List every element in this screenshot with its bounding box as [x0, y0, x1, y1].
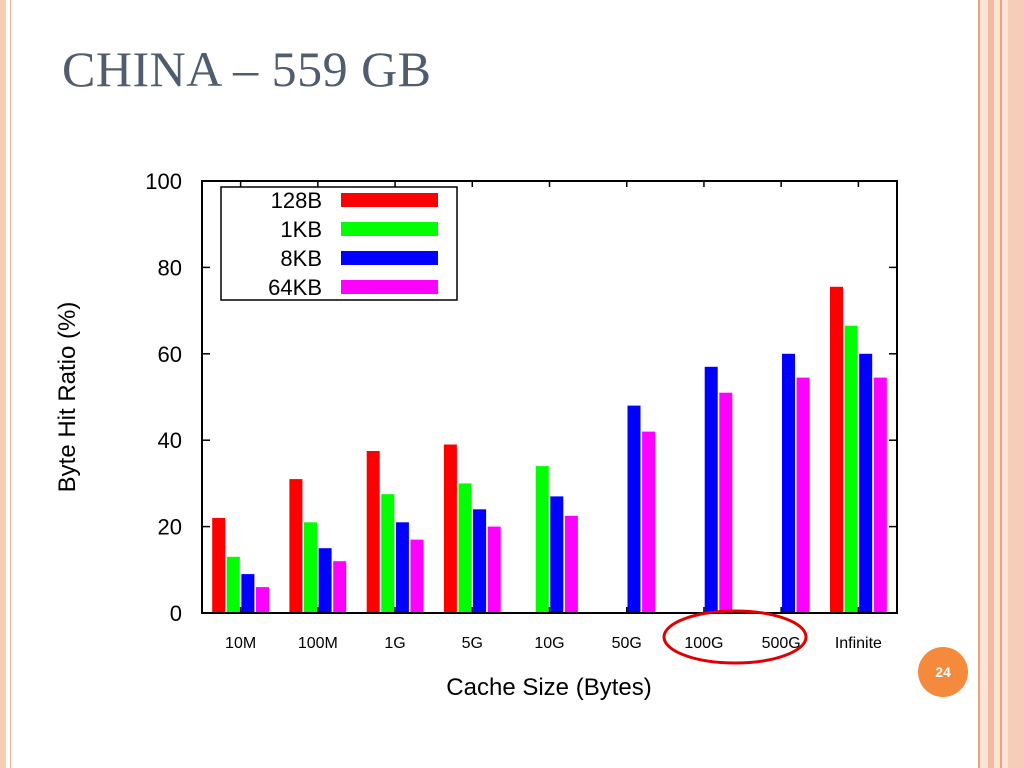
x-tick-label: 10G	[534, 635, 564, 652]
bar-64KB-5G	[487, 526, 501, 613]
bar-64KB-10G	[564, 515, 578, 613]
bar-8KB-50G	[627, 405, 641, 613]
bar-128B-10M	[212, 518, 226, 613]
bar-1KB-1G	[381, 494, 395, 613]
bar-8KB-1G	[395, 522, 409, 613]
legend-swatch-64KB	[341, 280, 438, 294]
x-tick-label: 10M	[225, 635, 256, 652]
legend-label-1KB: 1KB	[280, 217, 322, 242]
bar-8KB-500G	[782, 353, 795, 613]
bar-8KB-Infinite	[859, 353, 873, 613]
bar-64KB-Infinite	[873, 377, 887, 613]
bar-64KB-500G	[796, 377, 810, 613]
y-tick-label: 80	[158, 255, 182, 280]
legend-swatch-8KB	[341, 251, 438, 265]
x-tick-label: Infinite	[835, 635, 882, 652]
x-tick-label: 1G	[384, 635, 405, 652]
bar-1KB-10M	[226, 556, 240, 613]
x-axis-label: Cache Size (Bytes)	[446, 674, 651, 701]
legend: 128B 1KB 8KB 64KB	[220, 186, 458, 301]
legend-label-64KB: 64KB	[268, 275, 322, 300]
y-tick-labels: 0 20 40 60 80 100	[145, 169, 182, 626]
bar-8KB-100M	[318, 548, 332, 613]
legend-label-128B: 128B	[271, 188, 322, 213]
y-tick-label: 0	[170, 601, 182, 626]
x-tick-label: 500G	[762, 635, 801, 652]
bar-64KB-10M	[256, 587, 269, 613]
bar-1KB-100M	[304, 522, 317, 613]
bar-8KB-10M	[241, 574, 255, 613]
y-tick-label: 20	[158, 515, 182, 540]
bar-8KB-10G	[550, 496, 564, 613]
x-tick-label: 100G	[684, 635, 723, 652]
bar-128B-Infinite	[830, 286, 843, 613]
bar-128B-1G	[366, 451, 380, 613]
bar-128B-100M	[289, 479, 303, 613]
slide-border-left	[0, 0, 6, 768]
y-tick-label: 60	[158, 342, 182, 367]
bar-128B-5G	[443, 444, 457, 613]
x-tick-label: 50G	[612, 635, 642, 652]
legend-swatch-128B	[341, 193, 438, 207]
bar-1KB-10G	[535, 466, 549, 613]
bar-1KB-Infinite	[844, 325, 858, 613]
bars-group	[212, 286, 887, 613]
bar-1KB-5G	[458, 483, 472, 613]
x-tick-labels: 10M 100M 1G 5G 10G 50G 100G 500G Infinite	[225, 635, 882, 652]
slide-border-left-line	[10, 0, 11, 768]
plot-frame	[201, 180, 898, 614]
bar-8KB-100G	[704, 366, 718, 613]
legend-label-8KB: 8KB	[280, 246, 322, 271]
legend-swatch-1KB	[341, 222, 438, 236]
page-number-badge: 24	[918, 647, 968, 697]
y-tick-label: 40	[158, 428, 182, 453]
bar-8KB-5G	[473, 509, 487, 613]
x-tick-label: 100M	[298, 635, 338, 652]
bar-64KB-1G	[410, 539, 424, 613]
y-axis-label: Byte Hit Ratio (%)	[54, 302, 81, 493]
bar-64KB-100M	[333, 561, 347, 613]
slide-border-right	[978, 0, 1024, 768]
y-tick-label: 100	[145, 169, 182, 194]
slide-title: CHINA – 559 GB	[62, 41, 432, 97]
bar-64KB-50G	[642, 431, 656, 613]
highlight-ellipse	[662, 609, 808, 665]
x-tick-label: 5G	[462, 635, 483, 652]
bar-64KB-100G	[719, 392, 733, 613]
